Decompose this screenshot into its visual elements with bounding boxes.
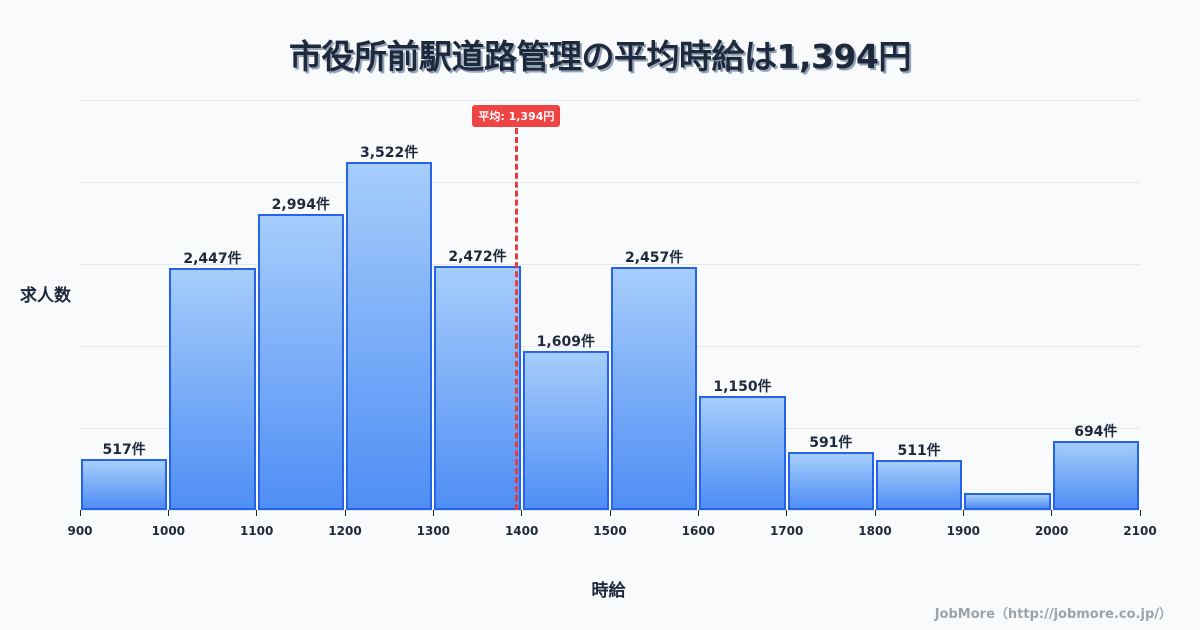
x-tick [79,510,81,516]
x-tick-label: 900 [67,524,93,538]
histogram-bar [346,162,433,510]
x-tick [874,510,876,516]
histogram-bar [787,452,874,510]
histogram-bar [964,493,1051,510]
bar-value-label: 3,522件 [360,145,419,161]
histogram-bar [169,268,256,510]
gridline [80,182,1140,183]
gridline [80,346,1140,347]
bar-value-label: 2,994件 [271,197,330,213]
x-tick [697,510,699,516]
histogram-bar [257,214,344,510]
x-tick [786,510,788,516]
x-tick [432,510,434,516]
x-tick [1051,510,1053,516]
x-tick [962,510,964,516]
x-tick-label: 1000 [151,524,186,538]
x-tick [167,510,169,516]
x-tick-label: 1400 [504,524,539,538]
mean-line [514,128,518,510]
x-axis-label: 時給 [591,581,626,601]
x-tick [344,510,346,516]
bar-value-label: 694件 [1074,424,1118,440]
source-credit: JobMore（http://jobmore.co.jp/） [934,607,1172,622]
x-tick-label: 2100 [1123,524,1157,538]
histogram-bar [699,396,786,510]
bar-value-label: 1,150件 [713,379,772,395]
x-tick [521,510,523,516]
histogram-bar [434,266,521,510]
x-tick-label: 1900 [946,524,981,538]
mean-badge: 平均: 1,394円 [472,105,561,127]
x-tick-label: 2000 [1034,524,1069,538]
histogram-bar [522,351,609,510]
histogram-bar [876,460,963,510]
x-tick [609,510,611,516]
histogram-bar [1052,441,1139,510]
gridline [80,100,1140,101]
bar-value-label: 591件 [809,435,853,451]
x-tick-label: 1700 [769,524,804,538]
bar-value-label: 1,609件 [536,334,595,350]
x-tick-label: 1200 [328,524,362,538]
bar-value-label: 2,472件 [448,249,507,265]
bar-value-label: 2,447件 [183,251,242,267]
histogram-bar [81,459,168,510]
chart-title: 市役所前駅道路管理の平均時給は1,394円 [289,37,911,76]
bar-value-label: 517件 [102,442,146,458]
histogram-bar [611,267,698,510]
x-tick-label: 1500 [593,524,627,538]
x-tick-label: 1800 [858,524,892,538]
x-tick-label: 1300 [416,524,451,538]
x-tick [1139,510,1141,516]
gridline [80,264,1140,265]
x-tick-label: 1600 [681,524,716,538]
x-tick-label: 1100 [239,524,274,538]
bar-value-label: 511件 [897,443,941,459]
gridline [80,428,1140,429]
x-tick [256,510,258,516]
bar-value-label: 2,457件 [625,250,684,266]
y-axis-label: 求人数 [20,286,71,306]
